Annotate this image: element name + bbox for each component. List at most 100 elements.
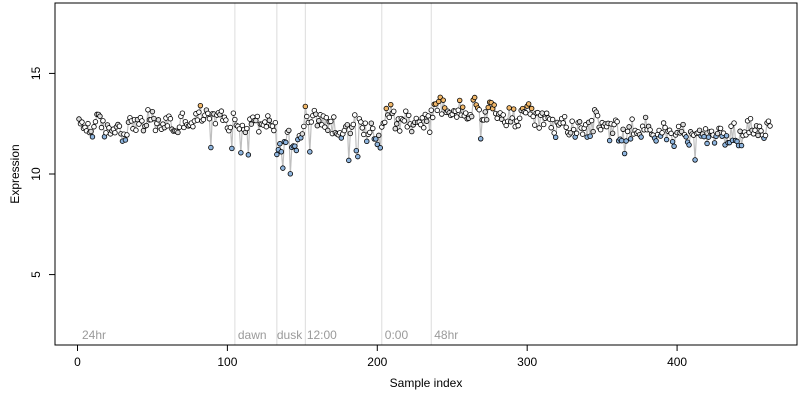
data-point [660,120,667,126]
data-point [623,138,629,144]
data-point [597,126,604,133]
data-point [167,116,174,122]
data-point [304,113,310,120]
data-point [627,136,634,142]
data-point [678,128,685,135]
data-point [274,151,280,158]
x-axis: 0 100 200 300 400 [74,344,687,369]
data-point [522,110,529,116]
data-point [531,122,538,128]
data-point [620,126,626,132]
data-point [528,105,535,112]
data-point [92,119,99,125]
x-tick-label: 300 [517,355,537,369]
data-point [680,121,686,128]
data-point [647,127,653,133]
data-point [386,114,392,121]
data-point [245,152,252,158]
data-point [427,129,433,135]
data-point [197,102,204,109]
data-point [406,112,412,119]
data-point [229,145,235,152]
data-point [638,134,644,140]
y-axis-label: Expression [8,144,22,203]
data-point [103,130,109,136]
data-point [454,114,460,120]
data-point [686,142,692,148]
data-point [149,108,156,115]
data-point [316,118,322,124]
data-point [376,132,382,139]
data-point [482,109,488,115]
data-point [328,118,334,125]
data-point [696,127,703,133]
data-point [140,127,147,134]
data-point [540,121,547,128]
data-point [606,137,613,144]
data-point [350,121,356,128]
data-point [506,105,512,111]
data-point [194,117,201,123]
data-point [430,114,436,121]
data-point [382,119,388,126]
data-point [308,119,315,125]
data-point [164,123,171,129]
data-point [692,157,698,163]
data-point [728,123,734,129]
data-point [671,143,677,150]
data-point [230,110,237,116]
annotation-label: dusk [277,328,303,342]
data-point [218,108,225,114]
data-point [136,121,142,127]
data-point [355,153,361,160]
data-point [662,124,668,131]
data-point [570,126,577,133]
data-point [392,125,398,132]
data-point [254,113,261,120]
data-point [367,129,373,136]
data-point [701,133,707,140]
data-point [455,107,461,113]
plot-frame [54,2,798,346]
vertical-reference-lines [234,3,432,345]
data-point [421,125,427,131]
data-point [344,122,350,128]
data-points [76,94,773,177]
data-point [510,106,517,112]
data-point [588,117,595,124]
data-point [551,130,557,136]
data-point [331,114,337,120]
data-point [272,119,279,126]
data-point [485,104,491,111]
y-tick-label: 5 [29,271,43,278]
data-point [244,125,250,132]
data-point [85,120,91,127]
data-point [543,110,550,116]
data-point [293,147,300,154]
data-point [704,140,710,147]
data-point [394,121,400,127]
data-point [731,120,737,126]
data-point [152,127,159,134]
data-point [755,132,761,139]
data-point [525,101,532,107]
data-point [325,127,331,134]
data-point [346,157,352,164]
data-point [143,122,150,129]
data-point [383,105,389,112]
data-point [91,124,97,130]
data-point [277,141,283,147]
data-point [609,130,616,136]
data-point [762,132,769,139]
data-point [133,127,139,133]
data-point [717,125,724,132]
data-point [549,116,556,123]
x-tick-label: 400 [667,355,687,369]
data-point [322,124,328,130]
x-tick-label: 200 [367,355,387,369]
data-point [361,131,367,138]
data-point [353,148,359,154]
data-point [478,136,484,142]
data-point [747,116,754,122]
